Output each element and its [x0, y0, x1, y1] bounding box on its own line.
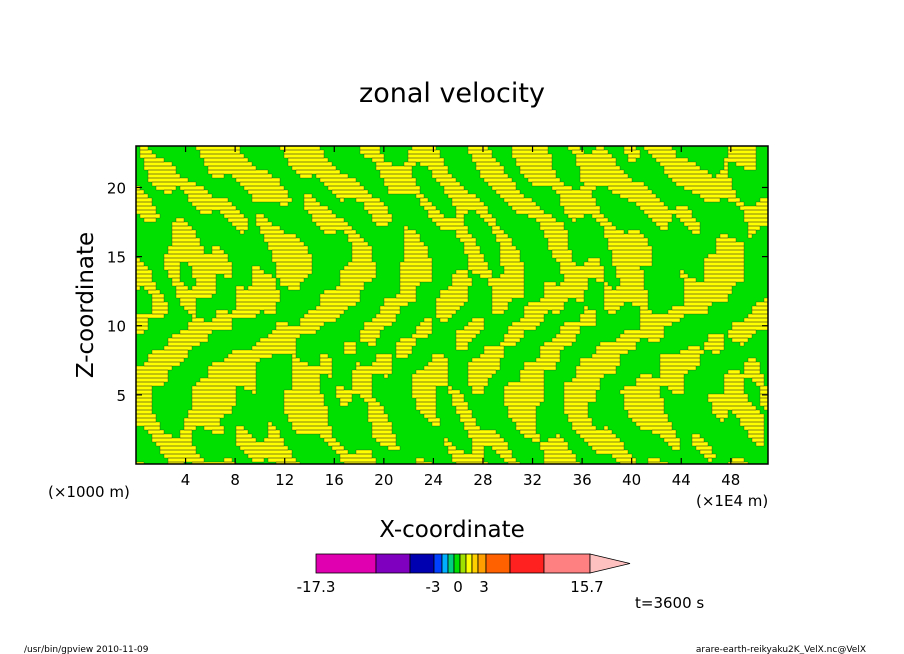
x-tick-label: 8 — [230, 471, 240, 489]
y-tick-label: 20 — [107, 179, 126, 197]
y-axis: 5 10 15 20 — [107, 179, 768, 405]
colorbar-bin-6 — [453, 553, 461, 574]
colorbar-bin-13 — [543, 553, 591, 574]
contour-field — [136, 146, 768, 464]
x-tick-label: 20 — [374, 471, 393, 489]
chart-title: zonal velocity — [359, 78, 545, 109]
x-axis-label: X-coordinate — [379, 517, 525, 543]
x-tick-label: 28 — [473, 471, 492, 489]
footer-right: arare-earth-reikyaku2K_VelX.nc@VelX — [696, 645, 866, 654]
x-tick-label: 40 — [622, 471, 641, 489]
colorbar-label-minus3: -3 — [426, 578, 441, 596]
y-tick-label: 10 — [107, 318, 126, 336]
colorbar-bin-2 — [409, 553, 435, 574]
x-unit-right: (×1E4 m) — [696, 492, 768, 510]
colorbar-overflow-arrow — [589, 553, 631, 574]
colorbar-bin-3 — [433, 553, 443, 574]
colorbar-bin-10 — [477, 553, 487, 574]
colorbar-bin-8 — [465, 553, 473, 574]
colorbar-bin-0 — [315, 553, 377, 574]
x-tick-label: 36 — [573, 471, 592, 489]
x-tick-label: 44 — [672, 471, 691, 489]
colorbar-bin-11 — [485, 553, 511, 574]
x-tick-label: 16 — [325, 471, 344, 489]
x-tick-label: 12 — [275, 471, 294, 489]
y-axis-label: Z-coordinate — [73, 232, 99, 378]
colorbar-max-label: 15.7 — [570, 578, 603, 596]
x-tick-label: 4 — [181, 471, 191, 489]
colorbar — [315, 553, 631, 574]
colorbar-bin-1 — [375, 553, 411, 574]
colorbar-bin-7 — [459, 553, 467, 574]
x-unit-left: (×1000 m) — [48, 483, 130, 501]
colorbar-bin-4 — [441, 553, 449, 574]
plot-frame — [135, 145, 769, 465]
x-tick-label: 32 — [523, 471, 542, 489]
footer-left: /usr/bin/gpview 2010-11-09 — [24, 645, 149, 654]
colorbar-label-0: 0 — [453, 578, 463, 596]
x-tick-label: 24 — [424, 471, 443, 489]
colorbar-min-label: -17.3 — [297, 578, 336, 596]
colorbar-bin-5 — [447, 553, 455, 574]
time-label: t=3600 s — [635, 594, 704, 612]
plot-area — [135, 145, 769, 465]
positive-region — [136, 146, 768, 464]
y-tick-label: 15 — [107, 249, 126, 267]
colorbar-label-3: 3 — [479, 578, 489, 596]
colorbar-bin-9 — [471, 553, 479, 574]
y-tick-label: 5 — [116, 387, 126, 405]
x-axis: 4 8 12 16 20 24 28 32 36 40 44 48 — [181, 146, 740, 489]
colorbar-bin-12 — [509, 553, 545, 574]
x-tick-label: 48 — [721, 471, 740, 489]
